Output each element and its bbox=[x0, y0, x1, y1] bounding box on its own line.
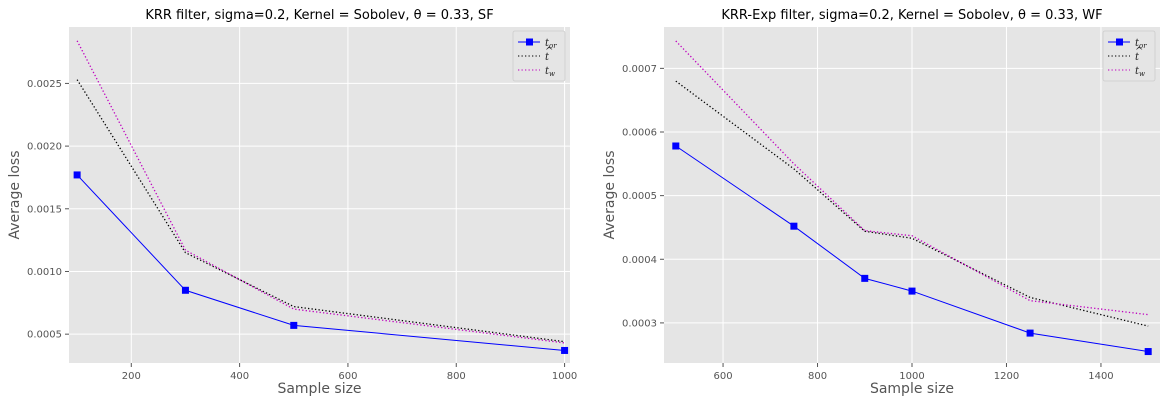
y-tick-label: 0.0007 bbox=[622, 64, 657, 75]
legend-label-main: t bbox=[545, 66, 550, 77]
x-axis-label: Sample size bbox=[870, 381, 954, 396]
y-tick-label: 0.0025 bbox=[27, 79, 62, 90]
legend-label-main: t bbox=[1135, 38, 1140, 49]
x-tick-label: 1000 bbox=[552, 371, 577, 382]
x-tick-label: 800 bbox=[447, 371, 466, 382]
legend-marker bbox=[1116, 38, 1123, 46]
x-tick-label: 800 bbox=[808, 371, 827, 382]
legend-label: tw bbox=[1135, 66, 1145, 78]
legend-label: t bbox=[1135, 52, 1140, 63]
y-tick-label: 0.0005 bbox=[622, 191, 657, 202]
y-axis-label: Average loss bbox=[602, 151, 618, 240]
x-tick-label: 600 bbox=[338, 371, 357, 382]
legend-label-sub: w bbox=[1139, 70, 1145, 78]
legend-label-sub: or bbox=[549, 42, 557, 50]
y-tick-label: 0.0015 bbox=[27, 204, 62, 215]
x-tick-label: 1200 bbox=[994, 371, 1019, 382]
chart-right: 600 800 1000 1200 1400 0.0003 0.0004 0.0005 0.00… bbox=[602, 8, 1160, 396]
series-line-t_w bbox=[675, 40, 1149, 316]
y-tick-label: 0.0006 bbox=[622, 128, 657, 139]
legend-hat: ^ bbox=[545, 46, 553, 57]
x-tick-label: 1400 bbox=[1088, 371, 1113, 382]
legend-marker bbox=[526, 38, 533, 46]
x-tick-label: 600 bbox=[714, 371, 733, 382]
chart-title: KRR-Exp filter, sigma=0.2, Kernel = Sobo… bbox=[721, 8, 1102, 23]
series-line-t_or bbox=[675, 145, 1149, 353]
data-point bbox=[181, 286, 189, 294]
y-tick-label: 0.0020 bbox=[27, 142, 62, 153]
y-tick-label: 0.0004 bbox=[622, 255, 657, 266]
legend-label-sub: or bbox=[1139, 42, 1147, 50]
y-tick-label: 0.0010 bbox=[27, 267, 62, 278]
data-point bbox=[908, 287, 916, 295]
series-line-that bbox=[76, 79, 565, 343]
legend-label-main: t bbox=[1135, 52, 1140, 63]
series-line-that bbox=[675, 80, 1149, 327]
y-tick-label: 0.0005 bbox=[27, 330, 62, 341]
legend-label-main: t bbox=[545, 52, 550, 63]
legend-label: tor bbox=[1135, 38, 1147, 50]
legend-label-sub: w bbox=[549, 70, 555, 78]
data-point bbox=[1144, 348, 1152, 356]
x-tick-label: 1000 bbox=[899, 371, 924, 382]
y-tick-label: 0.0003 bbox=[622, 318, 657, 329]
legend-label: t bbox=[545, 52, 550, 63]
legend-label: tw bbox=[545, 66, 555, 78]
x-tick-label: 200 bbox=[122, 371, 141, 382]
data-point bbox=[672, 142, 680, 150]
legend-label-main: t bbox=[545, 38, 550, 49]
data-point bbox=[861, 274, 869, 282]
data-point bbox=[790, 222, 798, 230]
data-point bbox=[561, 346, 569, 354]
chart-title: KRR filter, sigma=0.2, Kernel = Sobolev,… bbox=[145, 8, 493, 23]
x-axis-label: Sample size bbox=[277, 381, 361, 396]
legend-label: tor bbox=[545, 38, 557, 50]
y-axis-label: Average loss bbox=[7, 151, 23, 240]
legend-hat: ^ bbox=[1135, 46, 1143, 57]
legend-label-main: t bbox=[1135, 66, 1140, 77]
data-point bbox=[290, 321, 298, 329]
x-tick-label: 400 bbox=[230, 371, 249, 382]
series-line-t_or bbox=[76, 174, 565, 351]
chart-left: 200 400 600 800 1000 0.0005 0.0010 0.0015 0.0020… bbox=[7, 8, 577, 396]
data-point bbox=[73, 171, 81, 179]
data-point bbox=[1026, 329, 1034, 337]
